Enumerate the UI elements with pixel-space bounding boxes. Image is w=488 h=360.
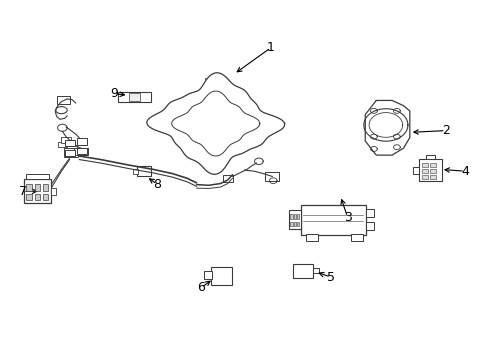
Bar xyxy=(305,234,317,241)
Bar xyxy=(296,222,299,226)
Polygon shape xyxy=(365,100,409,155)
Bar xyxy=(26,184,32,190)
Text: 1: 1 xyxy=(266,41,274,54)
Bar xyxy=(293,222,295,226)
Bar xyxy=(204,271,211,279)
Bar xyxy=(77,138,87,145)
Bar xyxy=(64,150,75,156)
Bar xyxy=(312,268,318,274)
Text: 9: 9 xyxy=(110,87,118,100)
Bar xyxy=(61,137,71,143)
Bar xyxy=(26,194,32,201)
Text: 3: 3 xyxy=(343,211,351,224)
Polygon shape xyxy=(146,73,284,174)
Bar xyxy=(418,159,441,181)
Bar xyxy=(133,169,138,174)
Bar xyxy=(296,215,299,219)
Text: 2: 2 xyxy=(441,124,449,137)
Polygon shape xyxy=(171,91,259,156)
Bar xyxy=(223,175,233,182)
Bar xyxy=(350,234,363,241)
Bar xyxy=(264,172,279,181)
Bar xyxy=(290,222,292,226)
Bar xyxy=(425,155,434,159)
Bar xyxy=(429,175,435,179)
Bar xyxy=(421,163,427,167)
Bar xyxy=(57,96,70,104)
Bar xyxy=(288,210,300,229)
Bar xyxy=(26,174,49,179)
Bar xyxy=(74,148,88,155)
Bar xyxy=(51,188,56,195)
Bar xyxy=(64,148,78,157)
Bar xyxy=(35,194,40,201)
Bar xyxy=(42,184,48,190)
Bar xyxy=(35,184,40,190)
Bar xyxy=(58,141,67,147)
Polygon shape xyxy=(202,114,229,134)
Text: 6: 6 xyxy=(197,281,205,294)
Text: 4: 4 xyxy=(460,165,468,178)
Bar xyxy=(205,78,226,86)
Text: 7: 7 xyxy=(19,185,27,198)
Bar xyxy=(300,204,365,234)
Bar xyxy=(303,222,329,232)
Bar xyxy=(429,169,435,173)
Text: 8: 8 xyxy=(153,178,161,191)
Bar xyxy=(128,93,140,101)
Bar xyxy=(211,267,231,285)
Bar xyxy=(211,81,219,85)
Bar xyxy=(365,222,373,230)
Bar xyxy=(290,215,292,219)
Bar xyxy=(42,194,48,201)
Bar xyxy=(292,264,312,278)
Bar xyxy=(421,169,427,173)
Text: 5: 5 xyxy=(326,270,334,284)
Bar xyxy=(77,148,87,154)
Bar xyxy=(293,215,295,219)
Bar xyxy=(365,209,373,217)
Bar xyxy=(421,175,427,179)
Bar xyxy=(137,166,150,176)
Bar xyxy=(429,163,435,167)
Bar xyxy=(412,167,419,174)
Bar xyxy=(23,179,51,203)
Bar xyxy=(118,92,150,102)
Bar xyxy=(64,140,75,146)
